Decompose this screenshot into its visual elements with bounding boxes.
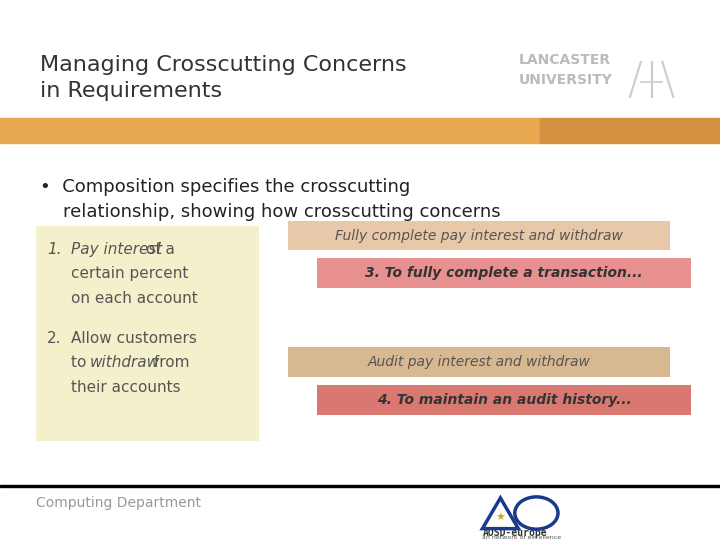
Text: to: to [71,355,91,370]
FancyBboxPatch shape [288,221,670,251]
Text: •  Composition specifies the crosscutting
    relationship, showing how crosscut: • Composition specifies the crosscutting… [40,178,500,246]
Text: withdraw: withdraw [90,355,160,370]
Text: 1.: 1. [47,242,61,257]
FancyBboxPatch shape [36,226,259,441]
Text: Fully complete pay interest and withdraw: Fully complete pay interest and withdraw [335,228,623,242]
Text: of a: of a [141,242,175,257]
Text: 2.: 2. [47,331,61,346]
Text: 4. To maintain an audit history...: 4. To maintain an audit history... [377,393,631,407]
Text: Computing Department: Computing Department [36,496,201,510]
Bar [0,118,540,143]
Text: certain percent: certain percent [71,266,188,281]
Text: ★: ★ [495,513,505,523]
Text: from: from [149,355,189,370]
Text: their accounts: their accounts [71,380,180,395]
Text: LANCASTER
UNIVERSITY: LANCASTER UNIVERSITY [518,53,612,87]
Text: Managing Crosscutting Concerns
in Requirements: Managing Crosscutting Concerns in Requir… [40,55,406,102]
Text: on each account: on each account [71,291,197,306]
Text: Pay interest: Pay interest [71,242,162,257]
FancyBboxPatch shape [317,385,691,415]
Text: AOSD-europe: AOSD-europe [482,528,547,538]
FancyBboxPatch shape [317,259,691,288]
Bar [0,485,720,487]
Text: Allow customers: Allow customers [71,331,197,346]
Text: an network of excellence: an network of excellence [482,535,562,540]
FancyBboxPatch shape [288,347,670,377]
Bar [540,118,720,143]
Text: 3. To fully complete a transaction...: 3. To fully complete a transaction... [365,266,643,280]
Text: Audit pay interest and withdraw: Audit pay interest and withdraw [367,355,590,369]
